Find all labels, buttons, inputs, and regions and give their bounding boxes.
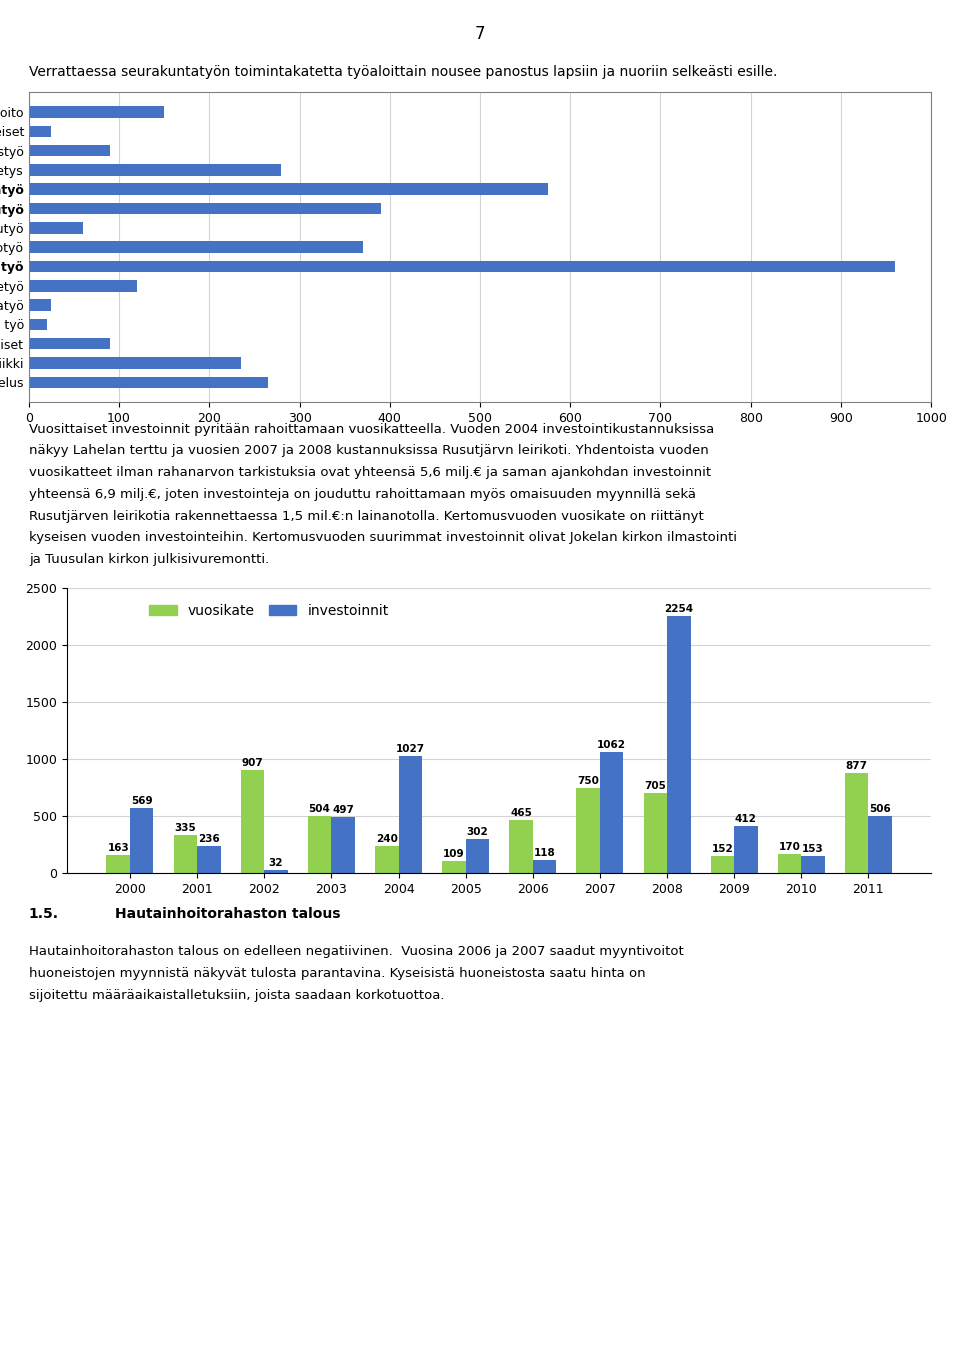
Text: 750: 750 — [577, 776, 599, 786]
Text: 907: 907 — [242, 758, 263, 768]
Bar — [509, 821, 533, 874]
Text: 240: 240 — [375, 834, 397, 844]
Bar — [802, 856, 825, 874]
Bar — [29, 164, 281, 175]
Text: 504: 504 — [309, 805, 330, 814]
Bar — [197, 847, 221, 874]
Text: huoneistojen myynnistä näkyvät tulosta parantavina. Kyseisistä huoneistosta saat: huoneistojen myynnistä näkyvät tulosta p… — [29, 968, 645, 980]
Text: 569: 569 — [131, 796, 153, 806]
Bar — [331, 817, 355, 874]
Bar — [845, 773, 869, 874]
Text: 412: 412 — [735, 814, 756, 825]
Bar — [533, 860, 556, 874]
Text: 163: 163 — [108, 843, 129, 852]
Bar — [600, 753, 623, 874]
Bar — [29, 183, 547, 196]
Text: Hautainhoitorahaston talous: Hautainhoitorahaston talous — [115, 908, 341, 921]
Bar — [29, 357, 241, 368]
Text: sijoitettu määräaikaistalletuksiin, joista saadaan korkotuottoa.: sijoitettu määräaikaistalletuksiin, jois… — [29, 989, 444, 1002]
Bar — [107, 855, 130, 874]
Bar — [667, 617, 690, 874]
Legend: vuosikate, investoinnit: vuosikate, investoinnit — [143, 598, 395, 624]
Text: 170: 170 — [779, 843, 801, 852]
Bar — [29, 376, 268, 389]
Text: kyseisen vuoden investointeihin. Kertomusvuoden suurimmat investoinnit olivat Jo: kyseisen vuoden investointeihin. Kertomu… — [29, 531, 737, 545]
Text: 1.5.: 1.5. — [29, 908, 59, 921]
Bar — [29, 280, 137, 292]
Text: 335: 335 — [175, 824, 196, 833]
Bar — [264, 870, 288, 874]
Text: 118: 118 — [534, 848, 556, 858]
Bar — [869, 815, 892, 874]
Text: 1062: 1062 — [597, 741, 626, 750]
Bar — [29, 299, 52, 311]
Bar — [576, 788, 600, 874]
Text: 152: 152 — [711, 844, 733, 853]
Bar — [308, 815, 331, 874]
Text: 2254: 2254 — [664, 605, 693, 614]
Text: 109: 109 — [444, 849, 465, 859]
Bar — [398, 757, 422, 874]
Text: 506: 506 — [870, 803, 891, 814]
Bar — [466, 839, 490, 874]
Text: 705: 705 — [644, 781, 666, 791]
Text: Hautainhoitorahaston talous on edelleen negatiivinen.  Vuosina 2006 ja 2007 saad: Hautainhoitorahaston talous on edelleen … — [29, 946, 684, 958]
Text: 1027: 1027 — [396, 745, 425, 754]
Bar — [29, 145, 110, 156]
Bar — [29, 222, 83, 234]
Text: yhteensä 6,9 milj.€, joten investointeja on jouduttu rahoittamaan myös omaisuude: yhteensä 6,9 milj.€, joten investointeja… — [29, 488, 696, 501]
Text: vuosikatteet ilman rahanarvon tarkistuksia ovat yhteensä 5,6 milj.€ ja saman aja: vuosikatteet ilman rahanarvon tarkistuks… — [29, 466, 711, 480]
Bar — [643, 794, 667, 874]
Bar — [29, 125, 52, 137]
Bar — [710, 856, 734, 874]
Text: ja Tuusulan kirkon julkisivuremontti.: ja Tuusulan kirkon julkisivuremontti. — [29, 553, 269, 567]
Bar — [734, 826, 757, 874]
Text: Vuosittaiset investoinnit pyritään rahoittamaan vuosikatteella. Vuoden 2004 inve: Vuosittaiset investoinnit pyritään rahoi… — [29, 423, 714, 436]
Bar — [241, 771, 264, 874]
Bar — [29, 338, 110, 349]
Text: näkyy Lahelan terttu ja vuosien 2007 ja 2008 kustannuksissa Rusutjärvn leirikoti: näkyy Lahelan terttu ja vuosien 2007 ja … — [29, 444, 708, 458]
Text: 497: 497 — [332, 805, 354, 814]
Text: 32: 32 — [269, 858, 283, 867]
Bar — [29, 318, 47, 330]
Bar — [29, 242, 363, 253]
Text: 153: 153 — [803, 844, 824, 853]
Bar — [130, 809, 154, 874]
Text: 465: 465 — [510, 809, 532, 818]
Bar — [375, 847, 398, 874]
Bar — [29, 202, 381, 215]
Bar — [443, 862, 466, 874]
Text: 7: 7 — [475, 24, 485, 43]
Bar — [29, 261, 895, 272]
Text: Rusutjärven leirikotia rakennettaessa 1,5 mil.€:n lainanotolla. Kertomusvuoden v: Rusutjärven leirikotia rakennettaessa 1,… — [29, 510, 704, 523]
Text: 236: 236 — [198, 834, 220, 844]
Text: 302: 302 — [467, 826, 489, 837]
Bar — [29, 106, 164, 118]
Text: Verrattaessa seurakuntatyön toimintakatetta työaloittain nousee panostus lapsiin: Verrattaessa seurakuntatyön toimintakate… — [29, 65, 778, 79]
Bar — [174, 836, 197, 874]
Text: 877: 877 — [846, 761, 868, 772]
Bar — [778, 853, 802, 874]
